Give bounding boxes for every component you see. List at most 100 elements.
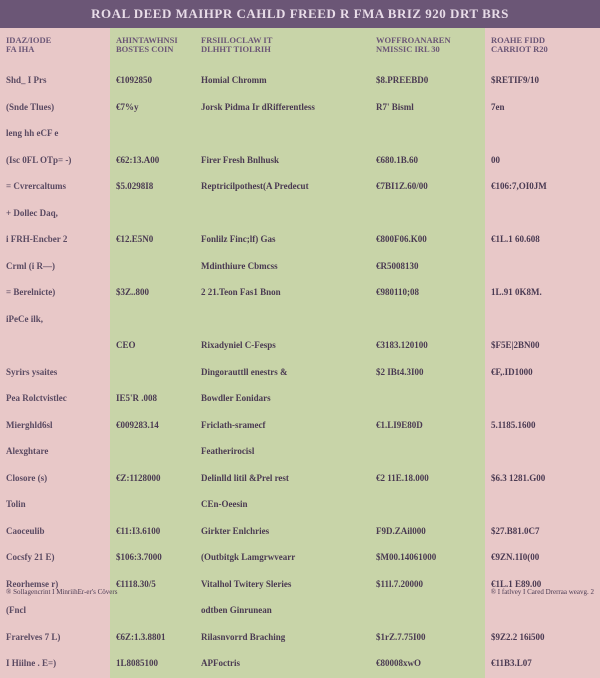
row-description: Girkter Enlchries [195,519,370,546]
row-value [110,121,195,148]
row-description: Rilasnvorrd Braching [195,625,370,652]
row-value: €9ZN.1I0(00 [485,545,600,572]
row-value: €2 11E.18.000 [370,466,485,493]
row-description: Firer Fresh Bnlhusk [195,148,370,175]
row-value: €F,.ID1000 [485,360,600,387]
row-value: $27.B81.0C7 [485,519,600,546]
row-value [485,201,600,228]
row-value: $11l.7.20000 [370,572,485,599]
row-description: Delinlld litil &Prel rest [195,466,370,493]
row-label: Crml (i R—) [0,254,110,281]
row-value [110,360,195,387]
row-value: $M00.14061000 [370,545,485,572]
row-label: Syrirs ysaites [0,360,110,387]
row-value [485,386,600,413]
row-value: €12.E5N0 [110,227,195,254]
row-value [110,598,195,625]
row-value [110,254,195,281]
row-value: CEO [110,333,195,360]
row-value: €680.1B.60 [370,148,485,175]
row-label: = Berelnicte) [0,280,110,307]
row-label: Closore (s) [0,466,110,493]
row-description: Vitalhol Twitery Sleries [195,572,370,599]
row-description: 2 21.Teon Fas1 Bnon [195,280,370,307]
row-value [110,492,195,519]
row-value: €Z:1128000 [110,466,195,493]
column-amount-c: ROAHE FIDD CARRIOT R20 $RETIF9/107en00€1… [485,28,600,678]
row-value: €106:7,OI0JM [485,174,600,201]
row-value: 5.1185.1600 [485,413,600,440]
column-amount-a: AHINTAWHNSI BOSTES COIN €1092850€7%y €62:… [110,28,195,678]
row-description: (Outbitgk Lamgrwvearr [195,545,370,572]
row-description: odtben Ginrunean [195,598,370,625]
row-value [485,254,600,281]
row-description: Mdinthiure Cbmcss [195,254,370,281]
row-label: iPeCe ilk, [0,307,110,334]
row-value: 00 [485,148,600,175]
row-value: €3183.120100 [370,333,485,360]
row-description [195,121,370,148]
row-label: leng hh eCF e [0,121,110,148]
row-value: €009283.14 [110,413,195,440]
row-description: Rixadyniel C-Fesps [195,333,370,360]
row-label: I Hiilne . E=) [0,651,110,678]
row-description: Fonlilz Finc;lf) Gas [195,227,370,254]
row-value: $2 IBt4.3I00 [370,360,485,387]
row-description: APFoctris [195,651,370,678]
row-value: €1.LI9E80D [370,413,485,440]
row-value: R7' Bisml [370,95,485,122]
column-header: AHINTAWHNSI BOSTES COIN [110,28,195,68]
row-value: IE5'R .008 [110,386,195,413]
page-title: ROAL DEED MAIHPR CAHLD FREED R FMA BRIZ … [91,6,509,21]
row-label: Shd_ I Prs [0,68,110,95]
row-label: Tolin [0,492,110,519]
row-value [485,121,600,148]
row-description: Dingorauttll enestrs & [195,360,370,387]
row-description: CEn-Oeesin [195,492,370,519]
row-value: €1L.1 60.608 [485,227,600,254]
row-value: $9Z2.2 16i500 [485,625,600,652]
column-header: IDAZ/IODE FA IHA [0,28,110,68]
row-value [370,201,485,228]
row-label: (Isc 0FL OTp= -) [0,148,110,175]
row-value: €1092850 [110,68,195,95]
row-value [370,439,485,466]
row-value: $RETIF9/10 [485,68,600,95]
row-label [0,333,110,360]
row-value: €7%y [110,95,195,122]
row-value: $1rZ.7.75I00 [370,625,485,652]
row-value: €11:I3.6100 [110,519,195,546]
row-value [485,307,600,334]
row-label: i FRH-Encber 2 [0,227,110,254]
row-value: €6Z:1.3.8801 [110,625,195,652]
row-label: (Snde Tlues) [0,95,110,122]
row-value [110,307,195,334]
row-value [370,598,485,625]
row-value [485,598,600,625]
row-value: €62:13.A00 [110,148,195,175]
row-description: Reptricilpothest(A Predecut [195,174,370,201]
column-description: FRSIILOCLAW IT DLHHT TIOLRIH Homial Chro… [195,28,370,678]
row-value: 1L.91 0K8M. [485,280,600,307]
row-label: Alexghtare [0,439,110,466]
column-header: FRSIILOCLAW IT DLHHT TIOLRIH [195,28,370,68]
row-value: €80008xwO [370,651,485,678]
row-value [110,201,195,228]
row-value: €R5008130 [370,254,485,281]
footer-left: ® Sollagencrint I MinriihEr-er's Cövers [6,588,117,596]
row-value: $3Z..800 [110,280,195,307]
row-description [195,201,370,228]
row-value: €11B3.L07 [485,651,600,678]
row-description: Friclath-sramecf [195,413,370,440]
footer-right: ® I fatlvey I Cared Drerraa weavg. 2 [491,588,594,596]
row-value [370,307,485,334]
row-description: Featherirocisl [195,439,370,466]
row-value: 7en [485,95,600,122]
row-value: F9D.ZAil000 [370,519,485,546]
row-description: Homial Chromm [195,68,370,95]
row-value: €7BI1Z.60/00 [370,174,485,201]
row-label: Pea Rolctvistlec [0,386,110,413]
column-header: ROAHE FIDD CARRIOT R20 [485,28,600,68]
row-label: (Fncl [0,598,110,625]
row-value: $5.0298I8 [110,174,195,201]
